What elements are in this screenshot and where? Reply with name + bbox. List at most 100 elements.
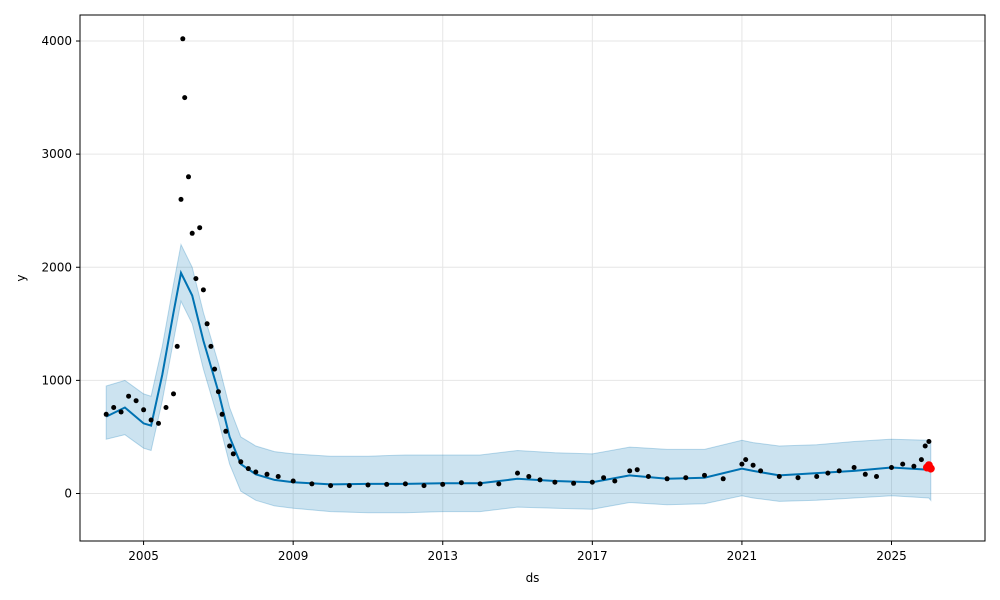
observed-point (111, 405, 117, 410)
observed-point (178, 196, 184, 202)
observed-point (477, 481, 483, 487)
y-tick-label: 4000 (41, 34, 72, 48)
observed-point (126, 393, 132, 399)
observed-point (141, 407, 147, 413)
observed-point (193, 276, 199, 282)
observed-point (230, 451, 236, 457)
observed-point (421, 483, 427, 489)
x-tick-label: 2017 (577, 549, 608, 563)
observed-point (171, 391, 176, 397)
observed-point (223, 428, 229, 434)
uncertainty-band-layer (105, 243, 932, 514)
observed-point (458, 480, 464, 486)
observed-point (133, 398, 139, 404)
observed-point (496, 481, 502, 487)
observed-point (189, 230, 195, 236)
observed-point (253, 469, 259, 475)
observed-point (601, 475, 607, 481)
observed-point (328, 483, 334, 489)
observed-point (776, 474, 782, 479)
grid-lines (80, 15, 985, 541)
observed-point (309, 481, 315, 487)
observed-point (526, 474, 532, 479)
observed-point (238, 459, 244, 465)
observed-point (402, 481, 408, 487)
x-tick-label: 2025 (876, 549, 907, 563)
observed-point (889, 465, 894, 470)
y-tick-label: 3000 (41, 147, 72, 161)
y-axis-label: y (14, 274, 28, 281)
observed-point (174, 343, 180, 349)
observed-point (200, 287, 206, 293)
observed-point (275, 474, 281, 479)
observed-point (552, 479, 558, 485)
observed-point (346, 483, 352, 489)
observed-point (627, 468, 633, 474)
observed-point (836, 468, 842, 474)
recent-point (926, 464, 935, 473)
observed-points-layer (103, 36, 932, 489)
observed-point (245, 466, 251, 472)
observed-point (264, 471, 270, 477)
observed-point (612, 478, 618, 484)
observed-point (219, 411, 225, 417)
observed-point (186, 174, 191, 180)
observed-point (103, 411, 109, 417)
observed-point (118, 409, 124, 415)
observed-point (384, 481, 390, 487)
observed-point (537, 477, 543, 483)
x-axis-label: ds (526, 571, 540, 585)
observed-point (182, 95, 188, 101)
observed-point (862, 471, 868, 477)
observed-point (204, 321, 210, 327)
observed-point (743, 457, 749, 463)
observed-point (215, 389, 221, 395)
observed-point (571, 480, 577, 486)
observed-point (750, 462, 756, 468)
uncertainty-band (105, 243, 932, 514)
observed-point (365, 482, 371, 488)
observed-point (180, 36, 186, 42)
x-axis-ticks: 2005 2009 2013 2017 2021 2025 (128, 541, 907, 563)
observed-point (156, 420, 161, 426)
plot-frame (79, 14, 986, 542)
y-tick-label: 2000 (41, 260, 72, 274)
observed-point (739, 461, 745, 467)
observed-point (900, 461, 906, 467)
observed-point (918, 457, 924, 463)
observed-point (825, 470, 831, 476)
observed-point (683, 475, 689, 481)
observed-point (634, 467, 640, 473)
observed-point (702, 472, 707, 478)
observed-point (720, 476, 726, 482)
observed-point (758, 468, 764, 474)
observed-point (874, 474, 879, 479)
x-tick-label: 2013 (427, 549, 458, 563)
observed-point (290, 478, 296, 484)
observed-point (197, 225, 203, 231)
observed-point (589, 479, 595, 485)
recent-points-layer (923, 461, 935, 473)
observed-point (163, 405, 169, 410)
observed-point (922, 443, 928, 449)
observed-point (926, 439, 932, 444)
observed-point (208, 343, 214, 349)
observed-point (911, 463, 917, 469)
observed-point (851, 465, 857, 470)
x-tick-label: 2005 (128, 549, 159, 563)
observed-point (440, 481, 446, 487)
x-tick-label: 2021 (727, 549, 758, 563)
observed-point (227, 443, 233, 449)
observed-point (664, 476, 670, 482)
observed-point (814, 474, 820, 479)
y-axis-ticks: 0 1000 2000 3000 4000 (41, 34, 80, 500)
observed-point (515, 470, 520, 476)
observed-point (212, 366, 218, 372)
observed-point (645, 474, 651, 479)
observed-point (148, 417, 154, 423)
x-tick-label: 2009 (278, 549, 309, 563)
y-tick-label: 1000 (41, 373, 72, 387)
observed-point (795, 475, 801, 481)
